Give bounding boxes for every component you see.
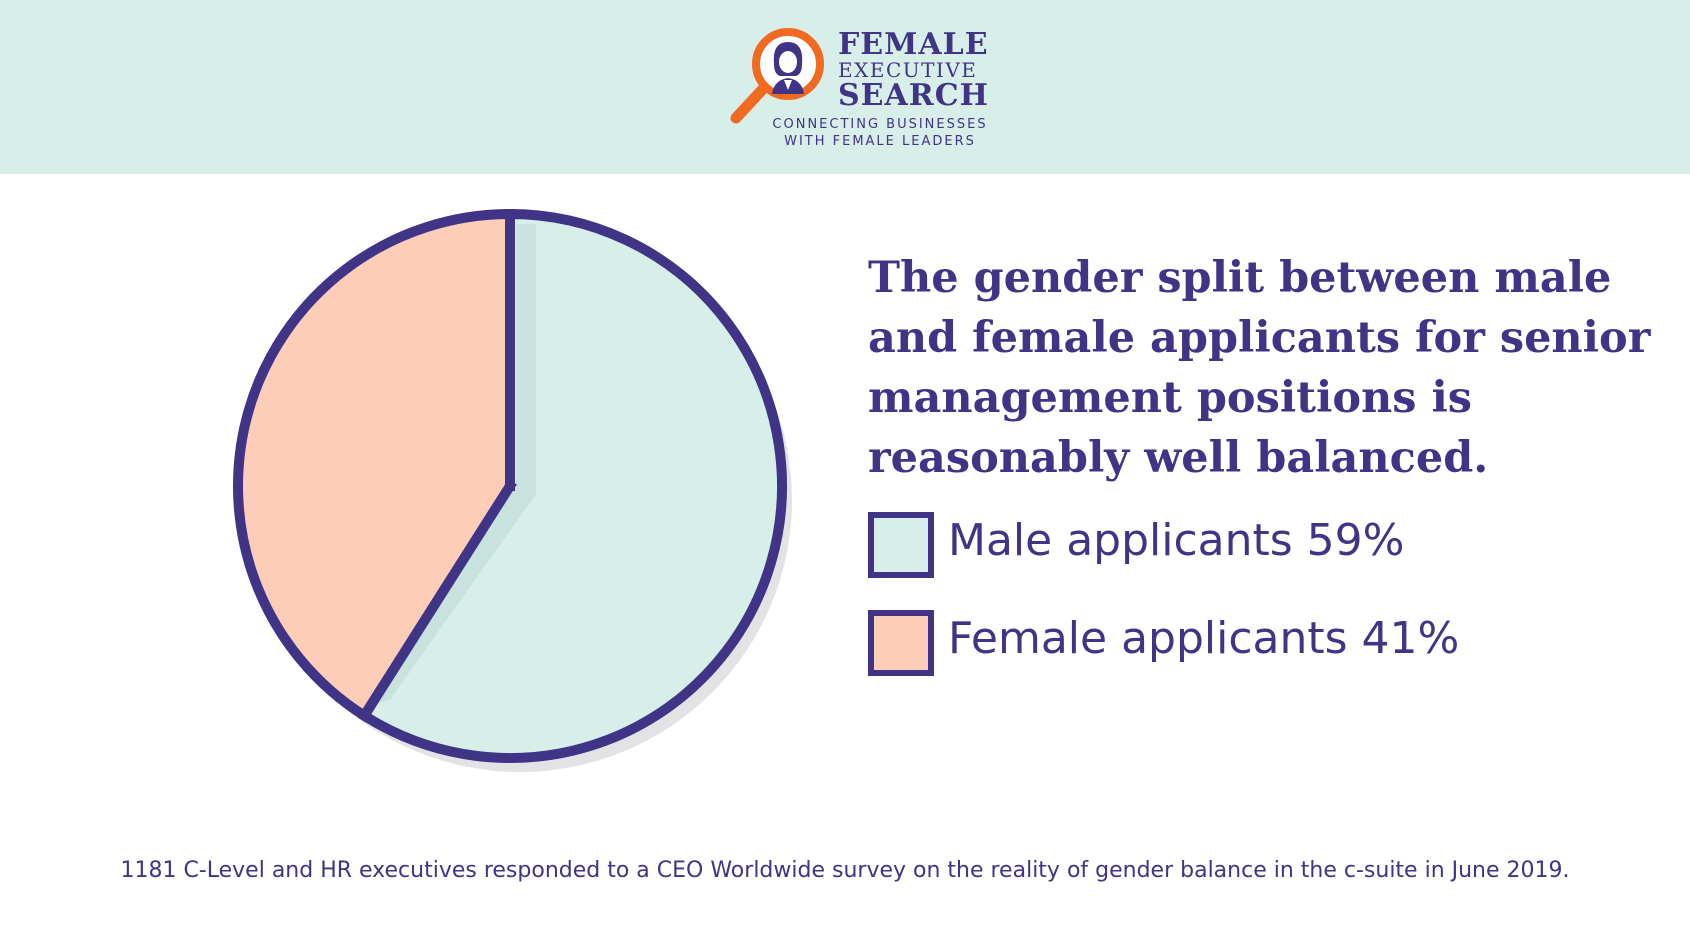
logo-word-female: FEMALE <box>838 27 989 62</box>
legend-label-male: Male applicants 59% <box>948 515 1405 566</box>
survey-footnote: 1181 C-Level and HR executives responded… <box>120 858 1570 883</box>
chart-headline: The gender split between male and female… <box>868 253 1651 483</box>
brand-logo: FEMALE EXECUTIVE SEARCH CONNECTING BUSIN… <box>726 24 989 154</box>
logo-tagline-line2: WITH FEMALE LEADERS <box>784 134 976 149</box>
pie-inner-shade <box>374 224 536 705</box>
pie-chart-svg <box>233 208 792 772</box>
logo-wordmark: FEMALE EXECUTIVE SEARCH <box>838 27 989 113</box>
pie-chart <box>220 196 800 786</box>
legend-swatch-female <box>868 610 934 676</box>
logo-tagline: CONNECTING BUSINESSES WITH FEMALE LEADER… <box>762 116 998 150</box>
logo-word-executive: EXECUTIVE <box>838 58 978 82</box>
header-banner: FEMALE EXECUTIVE SEARCH CONNECTING BUSIN… <box>0 0 1690 174</box>
legend-swatch-male <box>868 512 934 578</box>
logo-word-search: SEARCH <box>838 78 989 113</box>
pie-slice-male-applicants <box>357 208 787 763</box>
logo-tagline-line1: CONNECTING BUSINESSES <box>772 117 988 132</box>
legend-label-female: Female applicants 41% <box>948 613 1460 664</box>
pie-divider-line <box>357 479 517 723</box>
magnifier-woman-icon <box>730 28 824 124</box>
